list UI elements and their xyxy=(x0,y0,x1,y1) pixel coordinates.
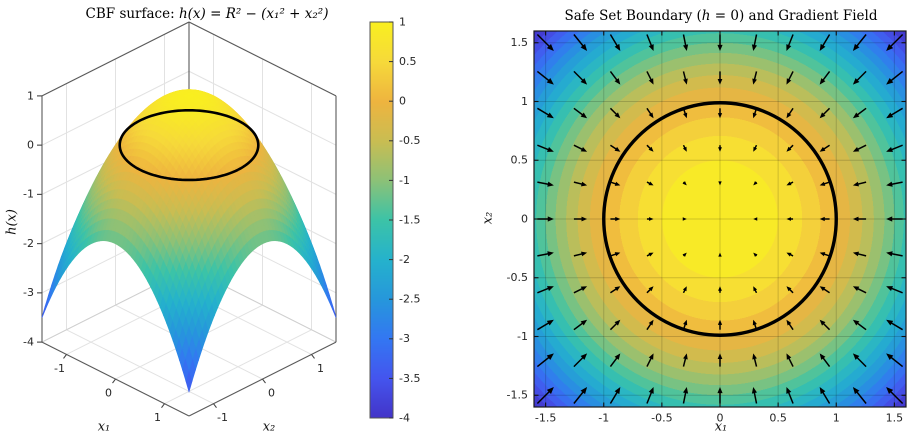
figure: CBF surface: h(x) = R² − (x₁² + x₂²) Saf… xyxy=(0,0,915,446)
chart-canvas xyxy=(0,0,915,446)
